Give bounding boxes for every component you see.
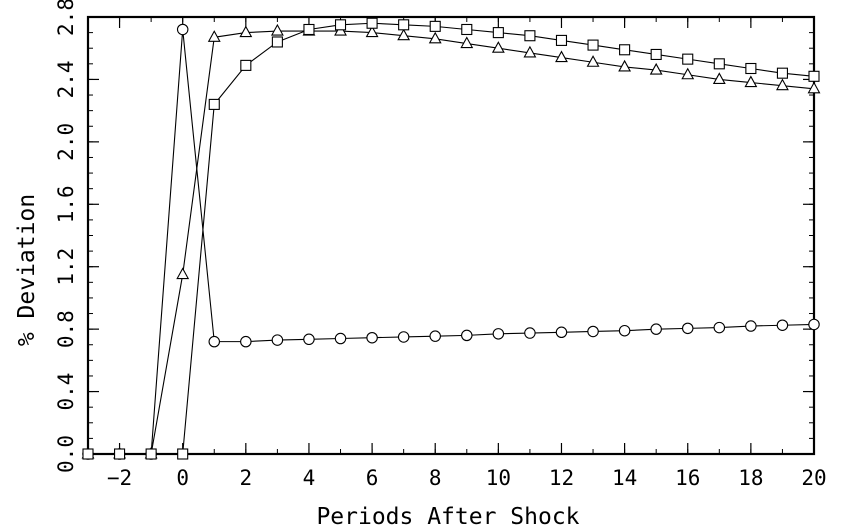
y-tick-label: 0.4 xyxy=(54,373,78,411)
y-tick-label: 2.4 xyxy=(54,60,78,98)
x-tick-label: 2 xyxy=(239,466,252,490)
circle-marker xyxy=(176,23,189,36)
square-marker xyxy=(366,17,378,29)
square-marker xyxy=(334,19,347,31)
circle-marker xyxy=(334,332,347,345)
triangle-marker xyxy=(649,62,663,75)
x-tick-label: 20 xyxy=(801,466,826,490)
square-marker xyxy=(492,27,504,39)
triangle-marker xyxy=(618,59,632,72)
square-marker xyxy=(713,58,725,70)
square-marker xyxy=(524,30,536,42)
x-tick-label: 12 xyxy=(549,466,574,490)
x-axis-title: Periods After Shock xyxy=(316,504,579,530)
triangle-marker xyxy=(270,23,284,36)
x-tick-label: 4 xyxy=(303,466,316,490)
series-line xyxy=(88,29,815,455)
y-tick-label: 2.0 xyxy=(54,123,78,161)
series-layer xyxy=(81,17,821,460)
x-tick-label: 18 xyxy=(738,466,763,490)
circle-marker xyxy=(776,319,789,331)
triangle-marker xyxy=(555,50,568,63)
circle-marker xyxy=(366,331,378,344)
x-tick-label: 10 xyxy=(486,466,511,490)
x-tick-label: 16 xyxy=(675,466,700,490)
series-triangle xyxy=(81,23,821,459)
circle-marker xyxy=(271,334,284,346)
square-marker xyxy=(177,448,189,460)
circle-marker xyxy=(650,323,662,335)
x-tick-label: 14 xyxy=(612,466,637,490)
circle-marker xyxy=(397,331,410,343)
y-tick-label: 2.8 xyxy=(54,0,78,36)
circle-marker xyxy=(713,321,726,334)
circle-marker xyxy=(303,333,315,346)
y-tick-label: 1.6 xyxy=(54,185,78,223)
square-marker xyxy=(114,448,126,460)
triangle-marker xyxy=(712,72,726,84)
square-marker xyxy=(650,48,662,61)
circle-marker xyxy=(808,318,820,331)
circle-marker xyxy=(745,320,757,332)
circle-marker xyxy=(524,327,536,339)
square-marker xyxy=(82,448,94,460)
circle-marker xyxy=(461,329,473,342)
triangle-marker xyxy=(776,78,789,91)
square-marker xyxy=(555,34,568,46)
square-marker xyxy=(587,39,599,51)
y-axis-title: % Deviation xyxy=(14,194,40,346)
circle-marker xyxy=(618,324,631,337)
square-marker xyxy=(619,44,631,56)
square-marker xyxy=(776,67,788,79)
triangle-marker xyxy=(744,75,758,88)
minor-ticks xyxy=(87,16,815,455)
y-tick-label: 1.2 xyxy=(54,248,78,286)
x-tick-label: 6 xyxy=(366,466,379,490)
y-axis-ticks: 0.0 0.4 0.8 1.2 1.6 2.0 2.4 2.8 xyxy=(54,0,814,473)
circle-marker xyxy=(429,330,441,342)
circle-marker xyxy=(208,335,221,348)
triangle-marker xyxy=(397,28,411,41)
triangle-marker xyxy=(239,25,253,38)
square-marker xyxy=(303,23,315,36)
circle-marker xyxy=(555,326,568,339)
square-marker xyxy=(429,20,441,32)
series-square xyxy=(82,17,820,460)
y-tick-label: 0.0 xyxy=(54,435,78,473)
series-circle xyxy=(82,23,820,460)
triangle-marker xyxy=(428,31,442,44)
triangle-marker xyxy=(681,67,695,80)
series-line xyxy=(88,30,815,455)
circle-marker xyxy=(492,328,505,340)
triangle-marker xyxy=(460,36,474,49)
series-line xyxy=(88,22,815,455)
triangle-marker xyxy=(807,81,821,94)
square-marker xyxy=(682,53,694,65)
x-axis-ticks: −2 0 2 4 6 8 10 12 14 16 18 20 xyxy=(107,17,827,490)
triangle-marker xyxy=(586,55,600,67)
square-marker xyxy=(808,70,820,82)
x-tick-label: 8 xyxy=(429,466,442,490)
square-marker xyxy=(208,98,220,110)
circle-marker xyxy=(240,335,252,348)
triangle-marker xyxy=(176,267,190,280)
x-tick-label: −2 xyxy=(107,466,132,490)
circle-marker xyxy=(587,325,599,338)
triangle-marker xyxy=(207,30,221,42)
square-marker xyxy=(745,62,757,75)
y-tick-label: 0.8 xyxy=(54,310,78,348)
plot-area xyxy=(86,15,816,456)
triangle-marker xyxy=(523,45,537,58)
triangle-marker xyxy=(365,25,379,38)
square-marker xyxy=(145,448,157,460)
triangle-marker xyxy=(491,41,505,53)
circle-marker xyxy=(681,322,694,335)
x-tick-label: 0 xyxy=(176,466,189,490)
square-marker xyxy=(240,59,252,71)
square-marker xyxy=(461,23,473,36)
square-marker xyxy=(271,36,283,48)
square-marker xyxy=(398,19,410,31)
plot-border xyxy=(86,15,816,456)
